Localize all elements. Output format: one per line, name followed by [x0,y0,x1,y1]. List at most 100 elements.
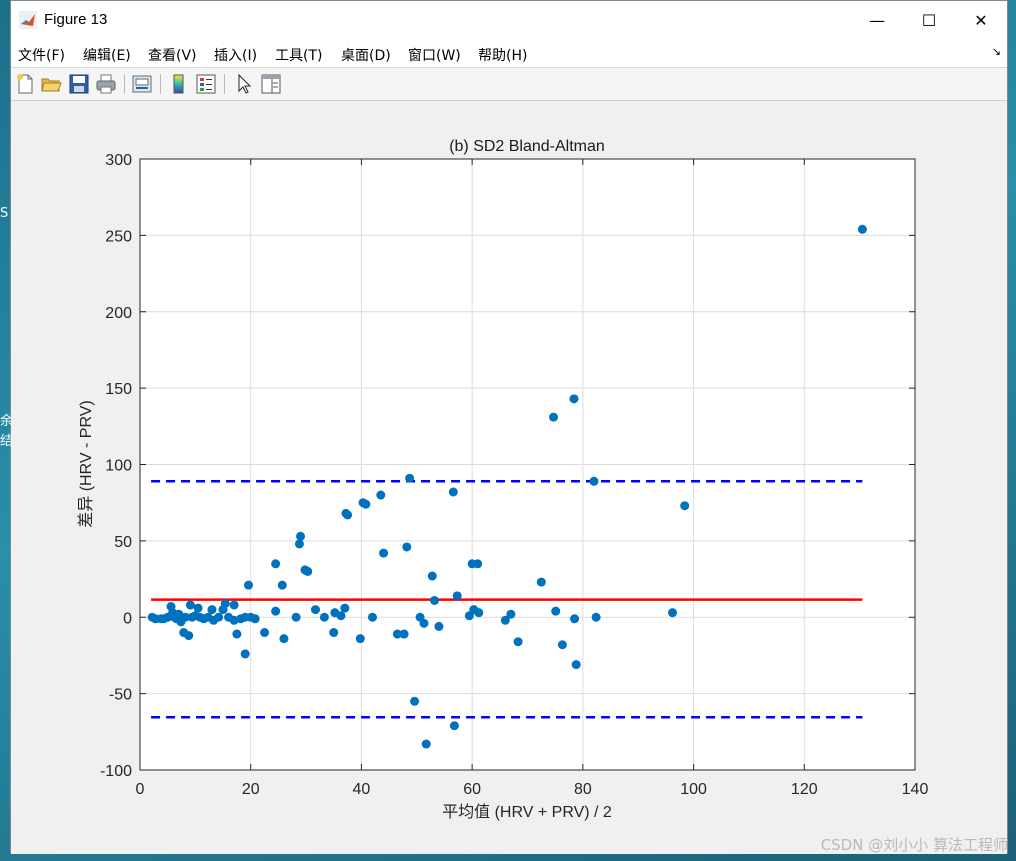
x-tick-label: 0 [136,781,145,798]
colorbar-icon[interactable] [168,73,190,95]
x-axis-label: 平均值 (HRV + PRV) / 2 [442,803,612,821]
data-point [214,612,224,622]
data-point [291,612,301,622]
data-point [452,591,462,601]
data-point [185,600,195,610]
data-point [434,621,444,631]
close-button[interactable]: ✕ [974,10,988,30]
new-figure-icon[interactable] [14,73,36,95]
pointer-icon[interactable] [233,73,255,95]
open-file-icon[interactable] [40,73,62,95]
data-point [506,609,516,619]
data-point [343,510,353,520]
data-point [240,649,250,659]
data-point [421,739,431,749]
x-tick-label: 40 [353,781,371,798]
background-text-fragment: S [0,206,9,221]
data-point [500,615,510,625]
data-point [427,571,437,581]
data-point [376,490,386,500]
toolbar-separator [160,74,161,94]
data-point [379,548,389,558]
x-tick-label: 120 [791,781,818,798]
data-point [260,628,270,638]
data-point [410,696,420,706]
data-point [184,631,194,641]
property-editor-icon[interactable] [260,73,282,95]
x-tick-label: 80 [574,781,592,798]
data-point [193,603,203,613]
data-point [329,628,339,638]
menu-window[interactable]: 窗口(W) [408,48,461,64]
y-tick-label: 200 [105,305,132,322]
data-point [392,629,402,639]
y-tick-label: 0 [123,610,132,627]
data-point [361,499,371,509]
menu-edit[interactable]: 编辑(E) [83,48,131,64]
menu-bar: 文件(F) 编辑(E) 查看(V) 插入(I) 工具(T) 桌面(D) 窗口(W… [11,39,1007,68]
data-point [405,473,415,483]
toolbar-separator [224,74,225,94]
print-preview-icon[interactable] [131,73,153,95]
y-tick-label: 50 [114,534,132,551]
data-point [229,600,239,610]
figure-window: Figure 13 — ☐ ✕ 文件(F) 编辑(E) 查看(V) 插入(I) … [10,0,1008,854]
minimize-button[interactable]: — [869,10,885,30]
window-title: Figure 13 [44,11,108,28]
menu-tools[interactable]: 工具(T) [275,48,323,64]
figure-canvas: 0 20 40 60 80 100 120 140 -100 -50 0 50 100 150 200 250… [11,101,1007,854]
data-point [296,531,306,541]
dock-arrow-icon[interactable]: ↘ [991,45,1001,58]
data-point [589,476,599,486]
data-point [536,577,546,587]
maximize-button[interactable]: ☐ [921,10,937,30]
menu-file[interactable]: 文件(F) [18,48,65,64]
toolbar [11,68,1007,101]
data-point [232,629,242,639]
y-tick-label: 300 [105,152,132,169]
data-point [570,614,580,624]
data-point [294,539,304,549]
x-tick-label: 100 [680,781,707,798]
data-point [402,542,412,552]
data-point [474,608,484,618]
data-point [207,605,217,615]
legend-icon[interactable] [195,73,217,95]
menu-view[interactable]: 查看(V) [148,48,197,64]
data-point [368,612,377,622]
y-tick-label: 100 [105,458,132,475]
x-tick-label: 60 [463,781,481,798]
data-point [419,618,429,628]
menu-insert[interactable]: 插入(I) [214,48,258,64]
bland-altman-chart: 0 20 40 60 80 100 120 140 -100 -50 0 50 100 150 200 250… [77,138,929,821]
y-tick-label: -50 [109,687,132,704]
menu-desktop[interactable]: 桌面(D) [341,48,391,64]
data-point [319,612,329,622]
matlab-logo-icon [19,11,37,29]
data-point [355,634,365,644]
data-point [857,224,867,234]
data-point [271,559,281,569]
data-point [399,629,409,639]
data-point [430,595,439,605]
data-point [244,580,253,590]
data-point [277,580,287,590]
data-point [591,612,601,622]
chart-title: (b) SD2 Bland-Altman [449,138,605,155]
title-bar: Figure 13 — ☐ ✕ [11,1,1007,39]
data-point [448,487,458,497]
data-point [571,660,581,670]
data-point [336,611,346,621]
menu-help[interactable]: 帮助(H) [478,48,528,64]
background-text-fragment: 余 [0,414,14,429]
background-text-fragment: 结 [0,434,14,449]
y-tick-label: 150 [105,381,132,398]
data-point [473,559,483,569]
data-point [180,612,190,622]
data-point [549,412,559,422]
save-icon[interactable] [68,73,90,95]
data-point [310,605,320,615]
data-point [680,501,690,511]
x-tick-label: 140 [902,781,929,798]
print-icon[interactable] [95,73,117,95]
